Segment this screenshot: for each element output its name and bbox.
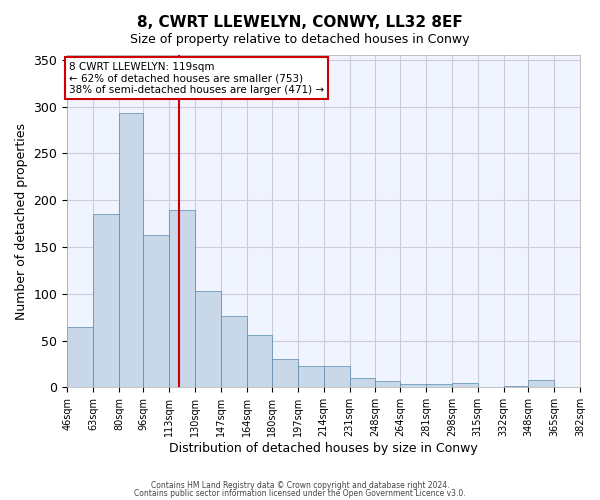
Text: Contains public sector information licensed under the Open Government Licence v3: Contains public sector information licen… [134,488,466,498]
Text: 8 CWRT LLEWELYN: 119sqm
← 62% of detached houses are smaller (753)
38% of semi-d: 8 CWRT LLEWELYN: 119sqm ← 62% of detache… [68,62,324,95]
Text: Contains HM Land Registry data © Crown copyright and database right 2024.: Contains HM Land Registry data © Crown c… [151,481,449,490]
Bar [400,384,426,388]
Bar [528,380,554,388]
Bar [272,360,298,388]
Bar [247,335,272,388]
Text: 8, CWRT LLEWELYN, CONWY, LL32 8EF: 8, CWRT LLEWELYN, CONWY, LL32 8EF [137,15,463,30]
Bar [298,366,323,388]
Bar [426,384,452,388]
Bar [376,381,400,388]
Bar [169,210,196,388]
Bar [119,113,143,388]
Text: Size of property relative to detached houses in Conwy: Size of property relative to detached ho… [130,32,470,46]
Bar [350,378,376,388]
Bar [143,235,169,388]
Bar [452,383,478,388]
Bar [503,386,528,388]
Bar [93,214,119,388]
Y-axis label: Number of detached properties: Number of detached properties [15,122,28,320]
X-axis label: Distribution of detached houses by size in Conwy: Distribution of detached houses by size … [169,442,478,455]
Bar [221,316,247,388]
Bar [67,326,93,388]
Bar [323,366,350,388]
Bar [196,291,221,388]
